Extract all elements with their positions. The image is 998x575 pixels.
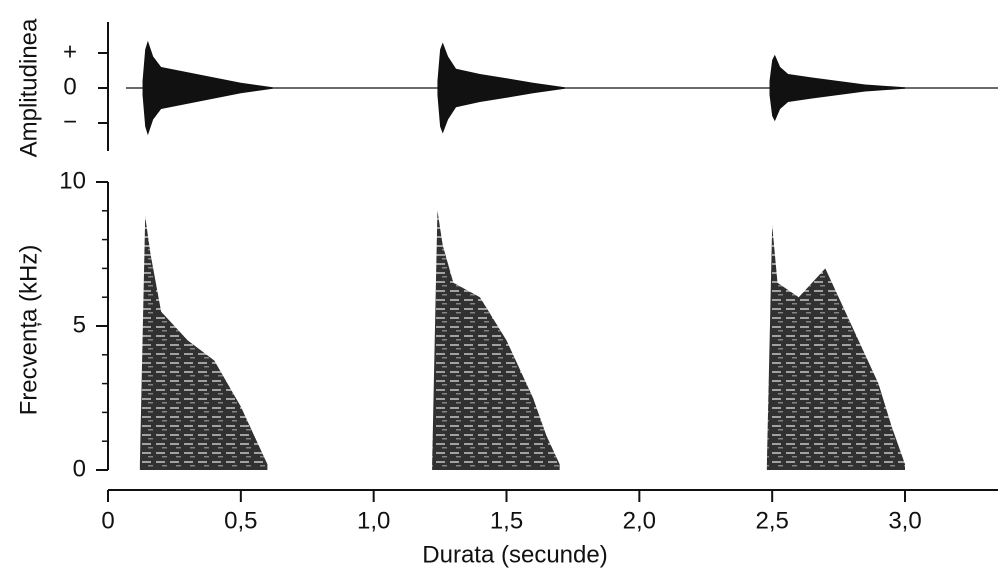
y-tick-label: 0	[73, 455, 86, 482]
waveform-envelope	[769, 88, 906, 122]
x-axis-label: Durata (secunde)	[422, 541, 607, 568]
y-tick-label: 5	[73, 311, 86, 338]
waveform-envelope	[142, 88, 273, 136]
y-axis-label: Frecvența (kHz)	[15, 245, 42, 416]
x-tick-label: 2,5	[755, 507, 788, 534]
x-tick-label: 2,0	[623, 507, 656, 534]
y-tick-label: 10	[59, 167, 86, 194]
spectrogram-energy	[139, 216, 268, 470]
spectrogram-energy	[432, 210, 560, 471]
waveform-envelope	[769, 54, 906, 88]
x-tick-label: 3,0	[888, 507, 921, 534]
y-axis-label: Amplitudinea	[15, 18, 42, 157]
x-tick-label: 0,5	[224, 507, 257, 534]
x-tick-label: 1,0	[357, 507, 390, 534]
waveform-envelope	[437, 42, 565, 88]
spectrogram-energy	[766, 225, 906, 470]
x-tick-label: 1,5	[490, 507, 523, 534]
y-tick-label: 0	[63, 73, 76, 100]
y-tick-label: −	[63, 108, 77, 135]
waveform-envelope	[142, 40, 273, 88]
y-tick-label: +	[63, 38, 77, 65]
waveform-envelope	[437, 88, 565, 134]
x-tick-label: 0	[101, 507, 114, 534]
